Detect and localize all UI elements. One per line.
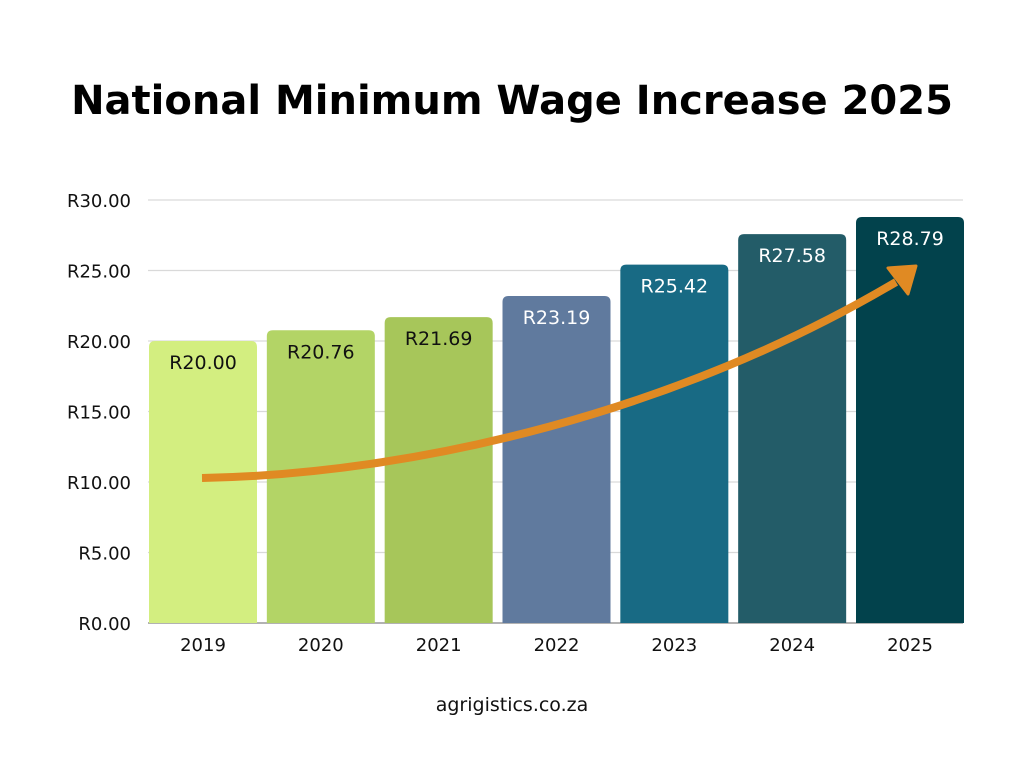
- x-tick-label: 2024: [769, 635, 815, 656]
- y-tick-label: R20.00: [67, 332, 131, 353]
- bar-2023: [620, 264, 729, 623]
- x-tick-label: 2020: [298, 635, 344, 656]
- bar-2020: [266, 330, 375, 623]
- data-label: R20.00: [169, 352, 237, 374]
- y-tick-label: R30.00: [67, 191, 131, 212]
- bar-2024: [738, 234, 847, 623]
- trend-arrowhead-icon: [886, 264, 918, 296]
- data-label: R21.69: [405, 328, 473, 350]
- data-label: R25.42: [641, 276, 709, 298]
- trend-arrow: [201, 278, 899, 482]
- chart-title: National Minimum Wage Increase 2025: [71, 78, 953, 124]
- y-tick-label: R10.00: [67, 473, 131, 494]
- x-tick-label: 2021: [416, 635, 462, 656]
- x-tick-label: 2025: [887, 635, 933, 656]
- x-tick-label: 2022: [534, 635, 580, 656]
- y-tick-label: R0.00: [78, 614, 131, 635]
- x-tick-label: 2019: [180, 635, 226, 656]
- data-label: R23.19: [523, 307, 591, 329]
- data-label: R28.79: [876, 228, 944, 250]
- source-footer: agrigistics.co.za: [435, 694, 589, 716]
- bar-2021: [384, 317, 493, 623]
- y-tick-label: R5.00: [78, 544, 131, 565]
- y-tick-label: R15.00: [67, 403, 131, 424]
- data-label: R20.76: [287, 341, 355, 363]
- bar-2022: [502, 296, 611, 623]
- data-label: R27.58: [758, 245, 826, 267]
- y-tick-label: R25.00: [67, 262, 131, 283]
- bar-2019: [149, 341, 257, 623]
- bar-2025: [856, 217, 964, 623]
- x-tick-label: 2023: [651, 635, 697, 656]
